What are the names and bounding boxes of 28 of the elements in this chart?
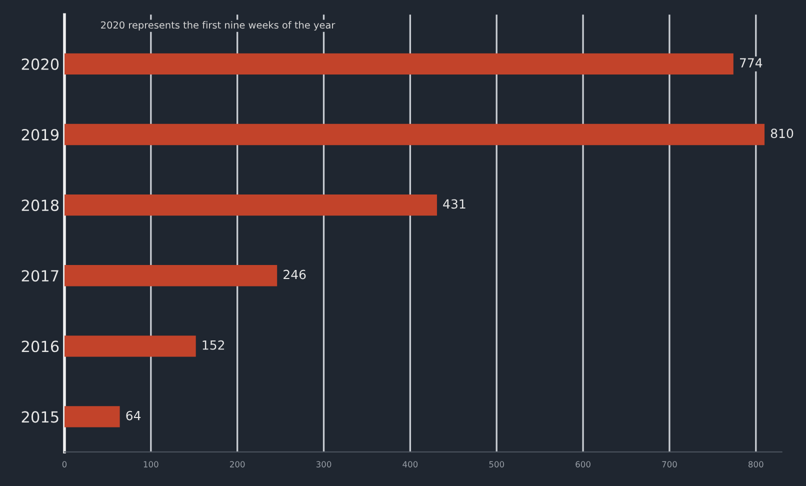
x-tick-label: 300 [316,461,332,468]
x-tick-label: 0 [62,461,67,468]
x-tick-label: 400 [402,461,418,468]
data-label: 431 [443,199,466,209]
y-tick-label: 2015 [22,411,58,423]
x-tick-label: 500 [489,461,504,468]
data-label: 810 [770,128,794,138]
x-tick-label: 200 [230,461,245,468]
data-label: 246 [284,270,306,280]
y-tick-label: 2018 [22,200,59,212]
annotation: 2020 represents the first nine weeks of the year [101,21,336,31]
y-tick-label: 2020 [22,58,59,70]
x-tick-label: 700 [662,461,677,468]
y-tick-label: 2019 [22,128,59,141]
data-label: 774 [740,58,762,68]
bar [64,53,734,75]
bar [64,336,196,357]
bar [64,406,120,428]
y-tick-label: 2016 [22,340,59,352]
y-tick-label: 2017 [22,270,58,282]
x-tick-label: 100 [144,461,158,468]
x-tick-label: 600 [576,461,590,468]
bar [64,124,765,146]
x-tick-label: 800 [748,461,764,468]
bar [64,194,437,216]
data-label: 152 [202,340,224,350]
data-label: 64 [126,410,141,420]
bar [64,265,278,286]
